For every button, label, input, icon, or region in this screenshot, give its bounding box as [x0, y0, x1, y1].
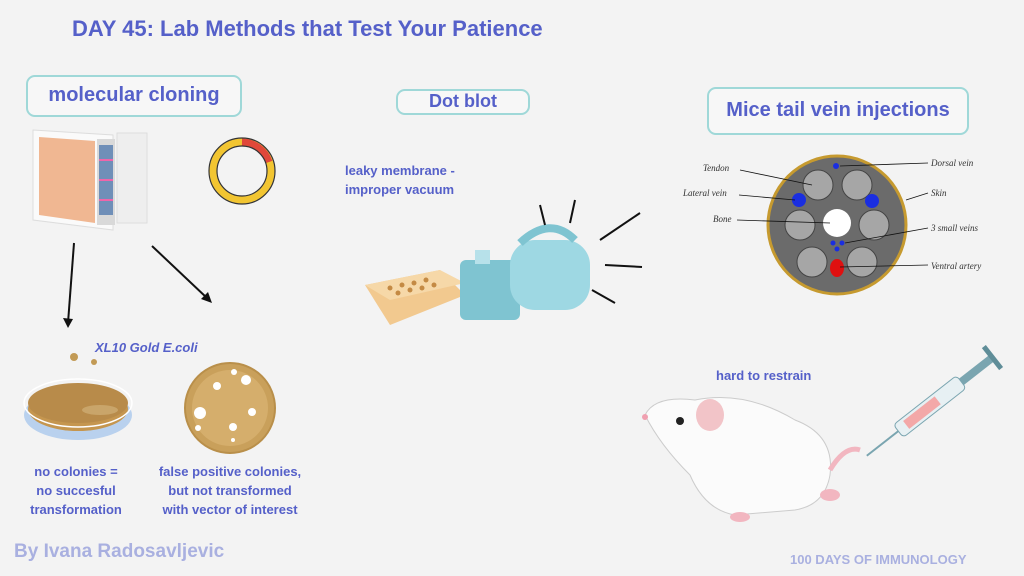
tail-vein-injection-label: Mice tail vein injections — [707, 87, 969, 135]
molecular-cloning-label: molecular cloning — [26, 75, 242, 117]
label-bone: Bone — [713, 214, 732, 224]
label-tendon: Tendon — [703, 163, 730, 173]
text-line: improper vacuum — [345, 182, 455, 197]
series-name: 100 DAYS OF IMMUNOLOGY — [790, 552, 967, 567]
label-lateral-vein: Lateral vein — [682, 188, 727, 198]
dot-blot-issue: leaky membrane - improper vacuum — [345, 161, 455, 199]
page-title: DAY 45: Lab Methods that Test Your Patie… — [72, 16, 543, 41]
text-line: transformation — [30, 502, 122, 517]
strain-label: XL10 Gold E.coli — [95, 340, 198, 355]
label-ventral-artery: Ventral artery — [931, 261, 981, 271]
text-line: but not transformed — [168, 483, 292, 498]
tail-cross-section-diagram: Tendon Lateral vein Bone Dorsal vein Ski… — [682, 154, 981, 296]
petri-dish-colonies-icon — [184, 362, 276, 454]
text-line: with vector of interest — [162, 502, 298, 517]
text-line: leaky membrane - — [345, 163, 455, 178]
arrows — [63, 242, 212, 328]
text-line: false positive colonies, — [158, 464, 302, 479]
outcome-no-colonies: no colonies = no succesful transformatio… — [16, 462, 136, 519]
text-line: no succesful — [36, 483, 116, 498]
empty-petri-dish-icon — [23, 353, 133, 440]
vacuum-pump-illustration — [365, 199, 643, 325]
text-line: no colonies = — [34, 464, 118, 479]
outcome-false-positive: false positive colonies, but not transfo… — [145, 462, 315, 519]
dot-blot-label: Dot blot — [396, 89, 530, 115]
incubator-illustration — [32, 129, 148, 231]
mouse-syringe-illustration — [642, 344, 1004, 522]
label-dorsal-vein: Dorsal vein — [930, 158, 974, 168]
label-small-veins: 3 small veins — [930, 223, 978, 233]
author-credit: By Ivana Radosavljevic — [14, 541, 225, 562]
label-skin: Skin — [931, 188, 947, 198]
injection-issue: hard to restrain — [716, 368, 812, 383]
plasmid-icon — [208, 137, 276, 205]
